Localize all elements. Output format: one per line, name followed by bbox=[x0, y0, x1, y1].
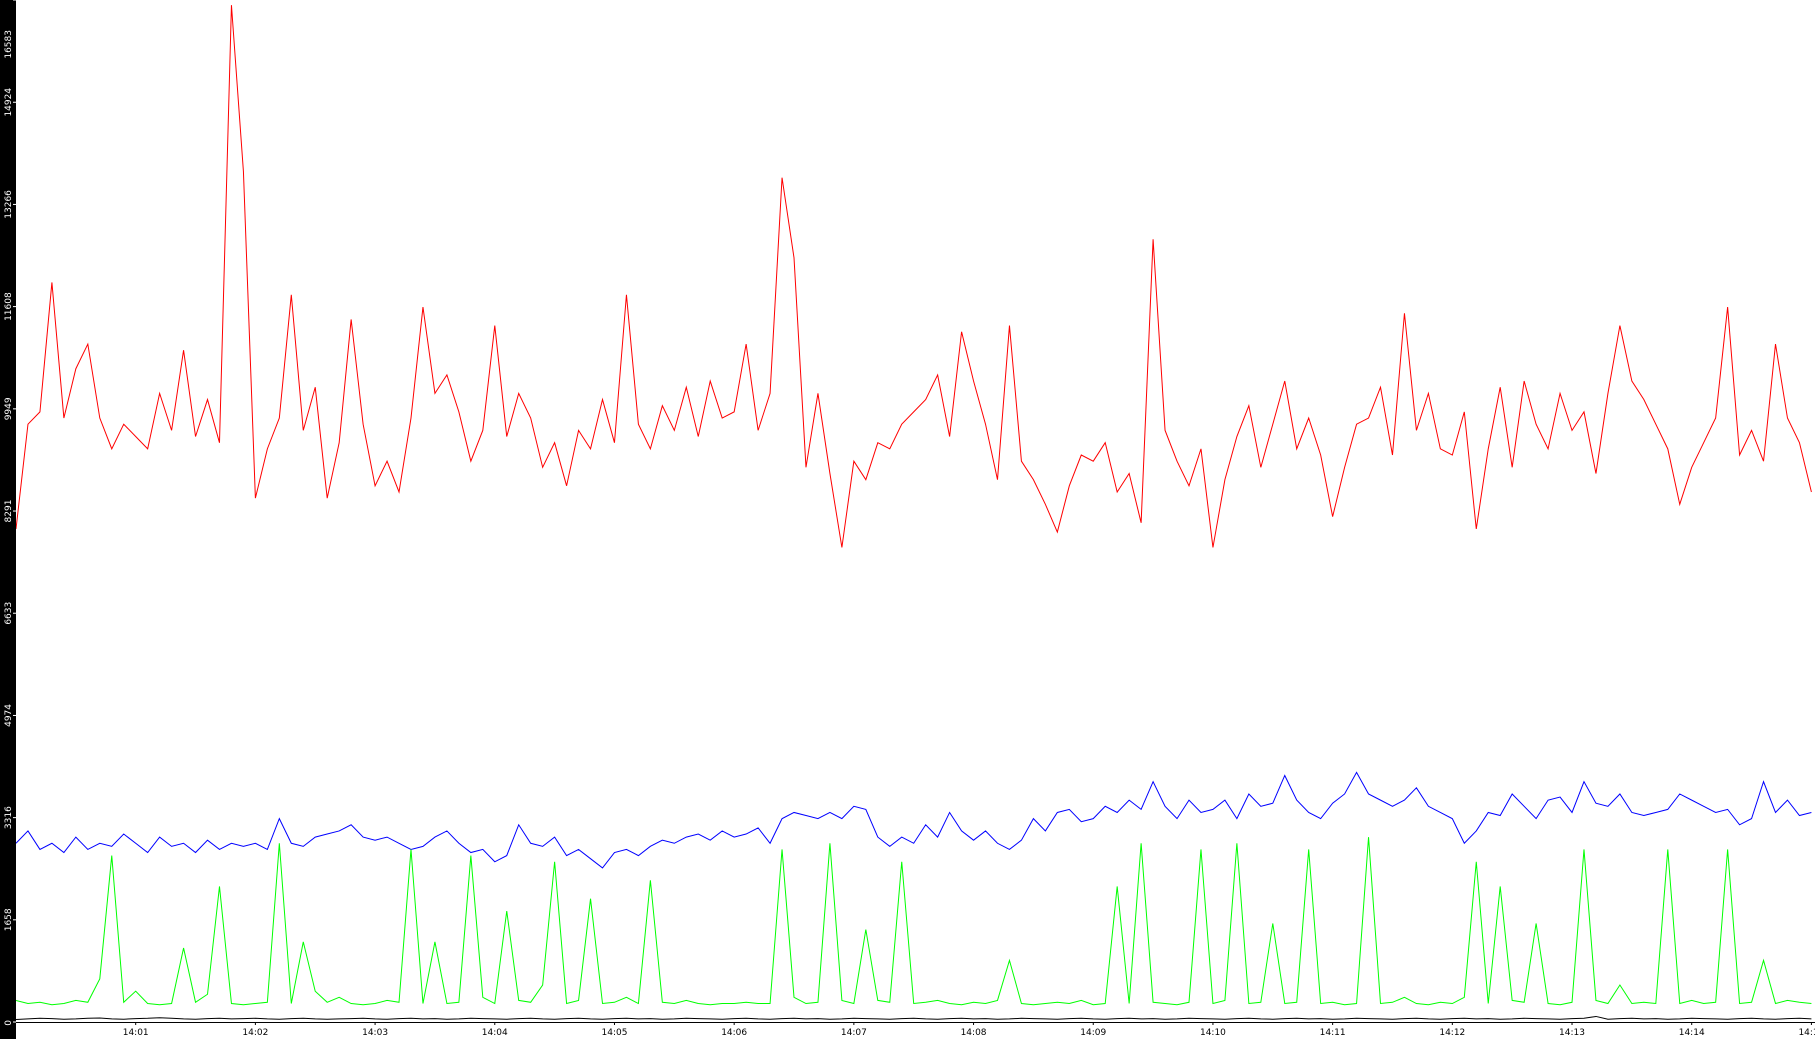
y-tick-label: 1658 bbox=[4, 908, 14, 931]
x-tick-label: 14:11 bbox=[1320, 1028, 1346, 1038]
plot-area bbox=[16, 5, 1812, 1021]
x-tick-label: 14:07 bbox=[841, 1028, 867, 1038]
x-tick-label: 14:08 bbox=[961, 1028, 987, 1038]
y-tick-label: 9949 bbox=[4, 397, 14, 420]
x-tick-label: 14:03 bbox=[362, 1028, 388, 1038]
y-tick-label: 11608 bbox=[4, 292, 14, 321]
x-tick-label: 14:15 bbox=[1798, 1028, 1815, 1038]
y-tick-label: 14924 bbox=[4, 88, 14, 117]
x-tick-label: 14:02 bbox=[242, 1028, 268, 1038]
x-tick-label: 14:14 bbox=[1679, 1028, 1705, 1038]
y-tick-label: 3316 bbox=[4, 806, 14, 829]
x-tick-label: 14:10 bbox=[1200, 1028, 1226, 1038]
series-line bbox=[16, 771, 1812, 869]
x-tick-label: 14:09 bbox=[1080, 1028, 1106, 1038]
y-tick-label: 13266 bbox=[4, 190, 14, 219]
y-tick-label: 8291 bbox=[4, 500, 14, 523]
series-line bbox=[16, 5, 1812, 548]
y-tick-label: 0 bbox=[4, 1020, 14, 1026]
y-axis-strip bbox=[0, 0, 16, 1039]
series-line bbox=[16, 1015, 1812, 1021]
x-tick-label: 14:06 bbox=[721, 1028, 747, 1038]
series-line bbox=[16, 837, 1812, 1006]
axes: 0 1658 3316 4974 6633 8291 9949 11608 13266 14924… bbox=[4, 0, 1815, 1038]
x-tick-label: 14:01 bbox=[123, 1028, 149, 1038]
x-tick-label: 14:04 bbox=[482, 1028, 508, 1038]
y-tick-label: 4974 bbox=[4, 704, 14, 727]
y-tick-label: 16583 bbox=[4, 30, 14, 59]
x-tick-label: 14:13 bbox=[1559, 1028, 1585, 1038]
y-tick-label: 6633 bbox=[4, 602, 14, 625]
x-tick-label: 14:05 bbox=[602, 1028, 628, 1038]
x-tick-label: 14:12 bbox=[1439, 1028, 1465, 1038]
